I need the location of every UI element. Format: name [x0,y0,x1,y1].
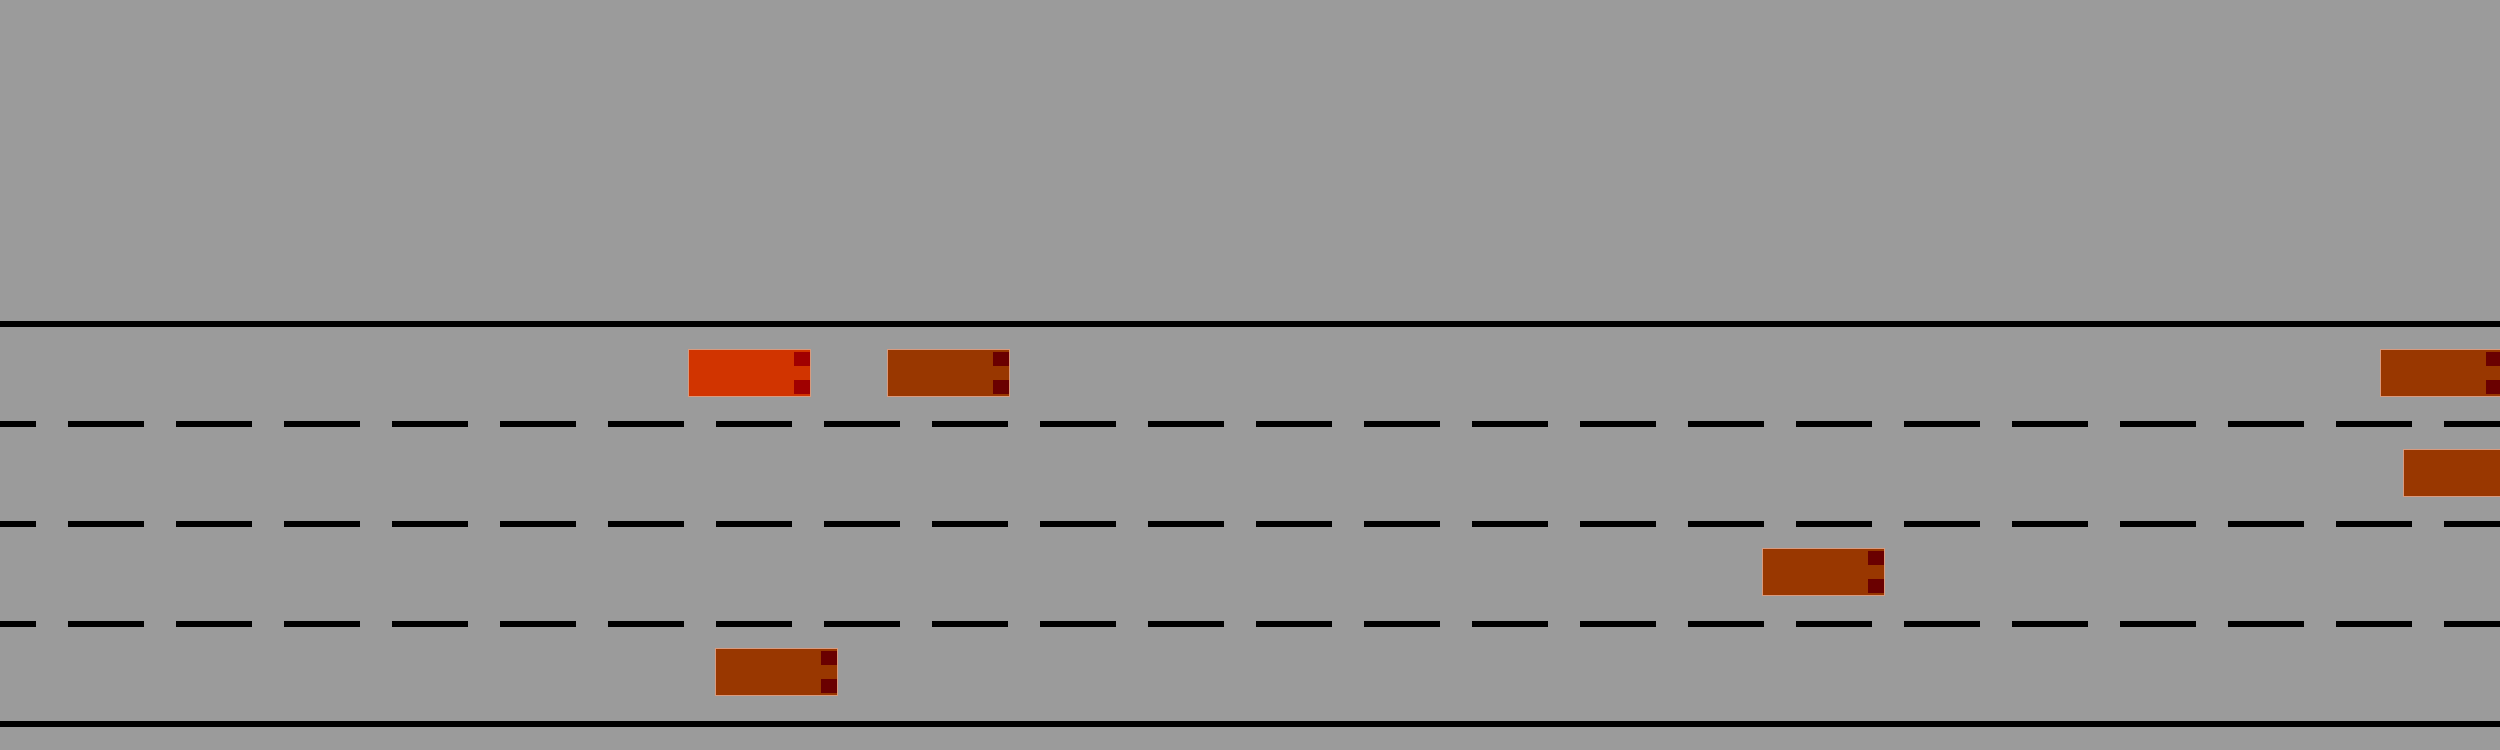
lane-divider-3 [0,621,2500,627]
traffic-car [2380,349,2500,397]
traffic-car-tail-light [2486,352,2500,366]
traffic-car-tail-light [993,352,1009,366]
traffic-car-tail-light [821,651,837,665]
lane-divider-2 [0,521,2500,527]
traffic-car-tail-light [821,679,837,693]
traffic-car [715,648,838,696]
traffic-car-tail-light [1868,579,1884,593]
player-car [688,349,811,397]
traffic-car-tail-light [993,380,1009,394]
traffic-car [887,349,1010,397]
traffic-car-tail-light [1868,551,1884,565]
road-bottom-edge-line [0,721,2500,727]
traffic-car [1762,548,1885,596]
player-car-tail-light [794,380,810,394]
player-car-tail-light [794,352,810,366]
road-top-edge-line [0,321,2500,327]
traffic-car [2403,449,2500,497]
traffic-car-tail-light [2486,380,2500,394]
lane-divider-1 [0,421,2500,427]
